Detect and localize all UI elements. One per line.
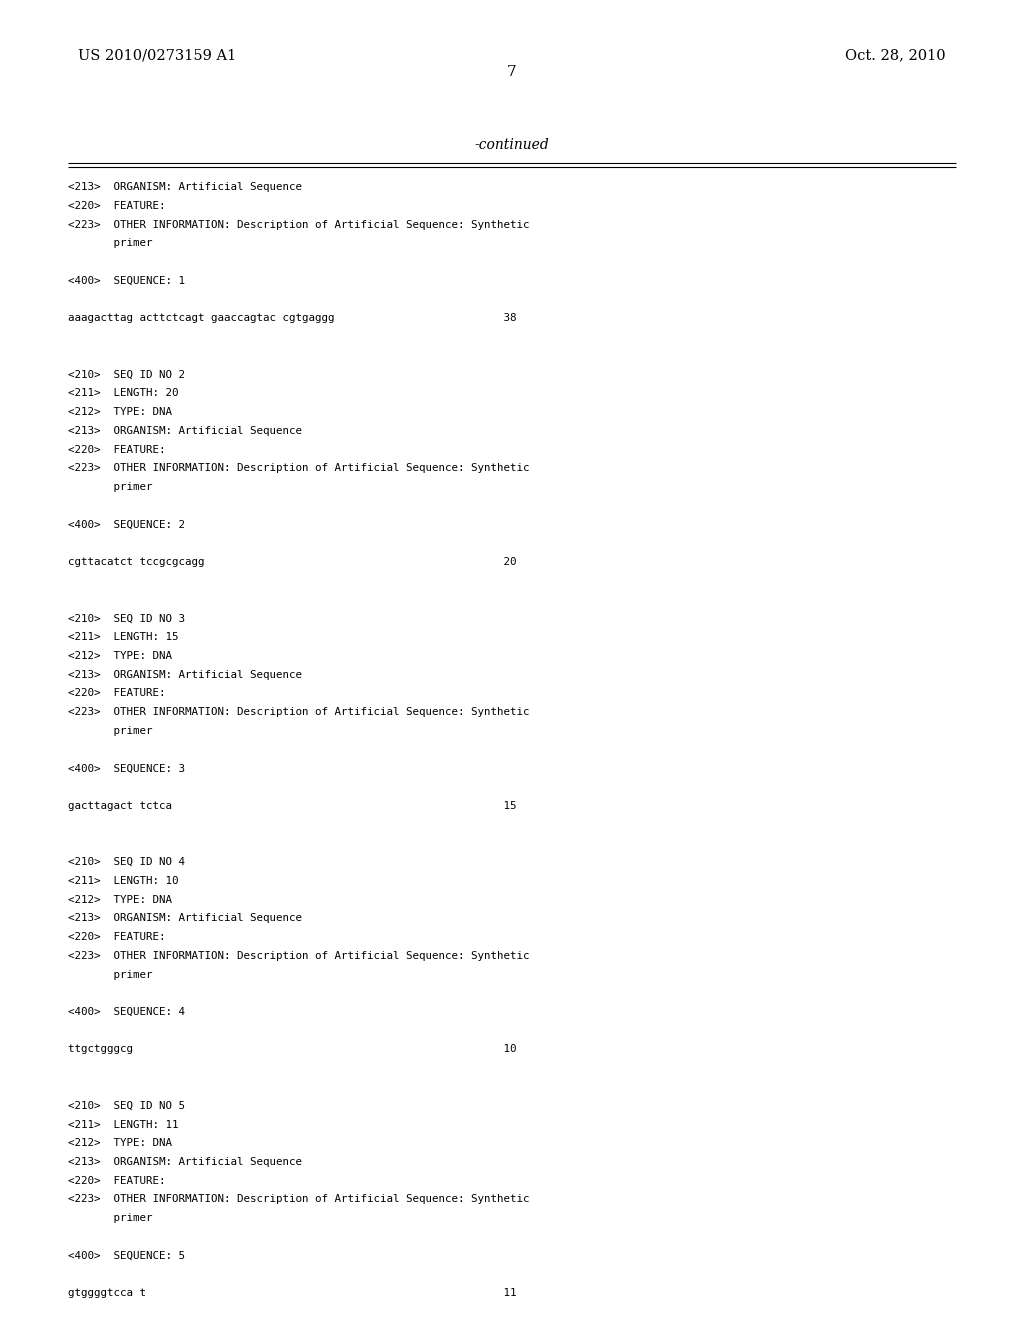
Text: <220>  FEATURE:: <220> FEATURE: <box>68 445 166 454</box>
Text: Oct. 28, 2010: Oct. 28, 2010 <box>846 48 946 62</box>
Text: <213>  ORGANISM: Artificial Sequence: <213> ORGANISM: Artificial Sequence <box>68 182 302 191</box>
Text: primer: primer <box>68 1213 153 1224</box>
Text: US 2010/0273159 A1: US 2010/0273159 A1 <box>78 48 237 62</box>
Text: <210>  SEQ ID NO 3: <210> SEQ ID NO 3 <box>68 614 185 623</box>
Text: gacttagact tctca                                                   15: gacttagact tctca 15 <box>68 801 516 810</box>
Text: gtggggtcca t                                                       11: gtggggtcca t 11 <box>68 1288 516 1299</box>
Text: <213>  ORGANISM: Artificial Sequence: <213> ORGANISM: Artificial Sequence <box>68 1158 302 1167</box>
Text: <213>  ORGANISM: Artificial Sequence: <213> ORGANISM: Artificial Sequence <box>68 426 302 436</box>
Text: primer: primer <box>68 238 153 248</box>
Text: <400>  SEQUENCE: 2: <400> SEQUENCE: 2 <box>68 520 185 529</box>
Text: <220>  FEATURE:: <220> FEATURE: <box>68 201 166 211</box>
Text: <223>  OTHER INFORMATION: Description of Artificial Sequence: Synthetic: <223> OTHER INFORMATION: Description of … <box>68 1195 529 1205</box>
Text: cgttacatct tccgcgcagg                                              20: cgttacatct tccgcgcagg 20 <box>68 557 516 568</box>
Text: <211>  LENGTH: 10: <211> LENGTH: 10 <box>68 875 178 886</box>
Text: <400>  SEQUENCE: 3: <400> SEQUENCE: 3 <box>68 763 185 774</box>
Text: <223>  OTHER INFORMATION: Description of Artificial Sequence: Synthetic: <223> OTHER INFORMATION: Description of … <box>68 950 529 961</box>
Text: <400>  SEQUENCE: 4: <400> SEQUENCE: 4 <box>68 1007 185 1016</box>
Text: <213>  ORGANISM: Artificial Sequence: <213> ORGANISM: Artificial Sequence <box>68 913 302 923</box>
Text: <220>  FEATURE:: <220> FEATURE: <box>68 688 166 698</box>
Text: <223>  OTHER INFORMATION: Description of Artificial Sequence: Synthetic: <223> OTHER INFORMATION: Description of … <box>68 219 529 230</box>
Text: primer: primer <box>68 726 153 735</box>
Text: ttgctgggcg                                                         10: ttgctgggcg 10 <box>68 1044 516 1055</box>
Text: <211>  LENGTH: 11: <211> LENGTH: 11 <box>68 1119 178 1130</box>
Text: <220>  FEATURE:: <220> FEATURE: <box>68 932 166 942</box>
Text: <212>  TYPE: DNA: <212> TYPE: DNA <box>68 407 172 417</box>
Text: -continued: -continued <box>475 139 549 152</box>
Text: primer: primer <box>68 969 153 979</box>
Text: <400>  SEQUENCE: 1: <400> SEQUENCE: 1 <box>68 276 185 285</box>
Text: <223>  OTHER INFORMATION: Description of Artificial Sequence: Synthetic: <223> OTHER INFORMATION: Description of … <box>68 708 529 717</box>
Text: <212>  TYPE: DNA: <212> TYPE: DNA <box>68 1138 172 1148</box>
Text: primer: primer <box>68 482 153 492</box>
Text: <210>  SEQ ID NO 4: <210> SEQ ID NO 4 <box>68 857 185 867</box>
Text: aaagacttag acttctcagt gaaccagtac cgtgaggg                          38: aaagacttag acttctcagt gaaccagtac cgtgagg… <box>68 313 516 323</box>
Text: <211>  LENGTH: 20: <211> LENGTH: 20 <box>68 388 178 399</box>
Text: <400>  SEQUENCE: 5: <400> SEQUENCE: 5 <box>68 1251 185 1261</box>
Text: <213>  ORGANISM: Artificial Sequence: <213> ORGANISM: Artificial Sequence <box>68 669 302 680</box>
Text: 7: 7 <box>507 65 517 79</box>
Text: <210>  SEQ ID NO 5: <210> SEQ ID NO 5 <box>68 1101 185 1110</box>
Text: <220>  FEATURE:: <220> FEATURE: <box>68 1176 166 1185</box>
Text: <211>  LENGTH: 15: <211> LENGTH: 15 <box>68 632 178 642</box>
Text: <223>  OTHER INFORMATION: Description of Artificial Sequence: Synthetic: <223> OTHER INFORMATION: Description of … <box>68 463 529 474</box>
Text: <210>  SEQ ID NO 2: <210> SEQ ID NO 2 <box>68 370 185 380</box>
Text: <212>  TYPE: DNA: <212> TYPE: DNA <box>68 895 172 904</box>
Text: <212>  TYPE: DNA: <212> TYPE: DNA <box>68 651 172 661</box>
